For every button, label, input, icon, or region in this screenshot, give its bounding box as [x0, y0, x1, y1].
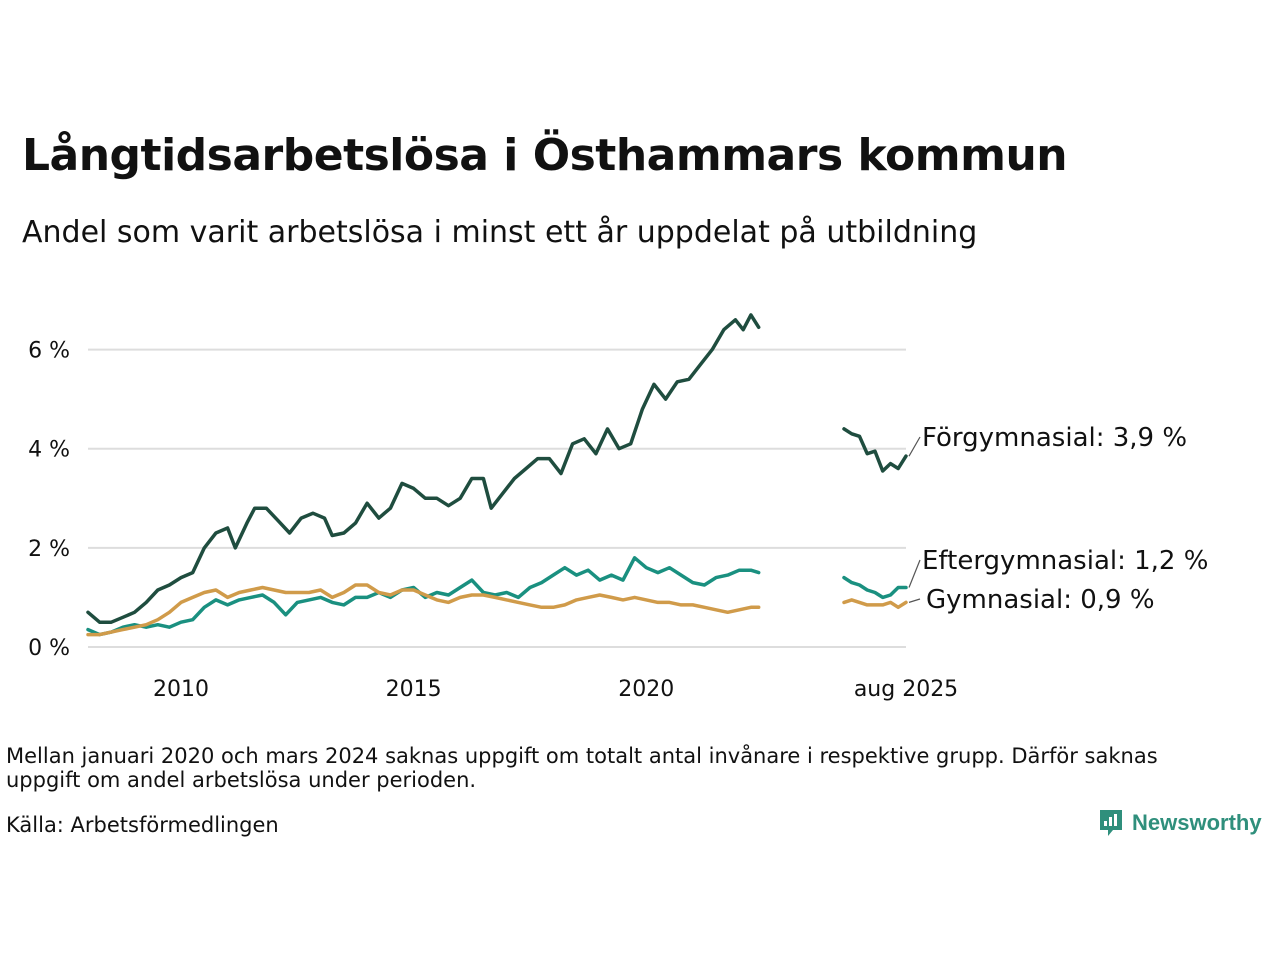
footnote: Mellan januari 2020 och mars 2024 saknas… [6, 744, 1158, 792]
y-axis-ticks: 0 % 2 % 4 % 6 % [28, 339, 70, 661]
series-line-eftergymnasial [86, 556, 761, 637]
y-tick-label: 4 % [28, 438, 70, 463]
line-chart: 0 % 2 % 4 % 6 % 2010 2015 2020 aug 2025 Förgym… [28, 313, 1208, 702]
brand-logo: Newsworthy [1098, 808, 1262, 838]
series-line-gymnasial [842, 598, 908, 610]
y-tick-label: 0 % [28, 636, 70, 661]
x-axis-ticks: 2010 2015 2020 aug 2025 [153, 677, 958, 702]
source-note: Källa: Arbetsförmedlingen [6, 813, 279, 837]
gridlines [88, 348, 906, 648]
label-leader-forgymnasial [908, 436, 921, 457]
x-tick-label: 2010 [153, 677, 209, 702]
x-tick-label: 2020 [618, 677, 674, 702]
label-leader-eftergymnasial [908, 559, 921, 588]
series-line-gymnasial [86, 583, 761, 637]
x-tick-label: aug 2025 [854, 677, 958, 702]
end-label-forgymnasial: Förgymnasial: 3,9 % [922, 423, 1187, 453]
series-line-forgymnasial [842, 427, 908, 473]
series-line-eftergymnasial [842, 575, 908, 600]
end-label-eftergymnasial: Eftergymnasial: 1,2 % [922, 546, 1208, 576]
label-leader-gymnasial [908, 598, 921, 603]
brand-name: Newsworthy [1132, 810, 1262, 835]
y-tick-label: 6 % [28, 339, 70, 364]
newsworthy-logo-icon [1100, 810, 1122, 836]
chart-subtitle: Andel som varit arbetslösa i minst ett å… [22, 215, 978, 250]
chart-title: Långtidsarbetslösa i Östhammars kommun [22, 130, 1068, 181]
end-label-gymnasial: Gymnasial: 0,9 % [926, 585, 1155, 615]
y-tick-label: 2 % [28, 537, 70, 562]
x-tick-label: 2015 [386, 677, 442, 702]
series-lines [86, 313, 908, 637]
series-line-forgymnasial [86, 313, 761, 624]
series-end-labels: Förgymnasial: 3,9 % Eftergymnasial: 1,2 %… [908, 423, 1208, 615]
